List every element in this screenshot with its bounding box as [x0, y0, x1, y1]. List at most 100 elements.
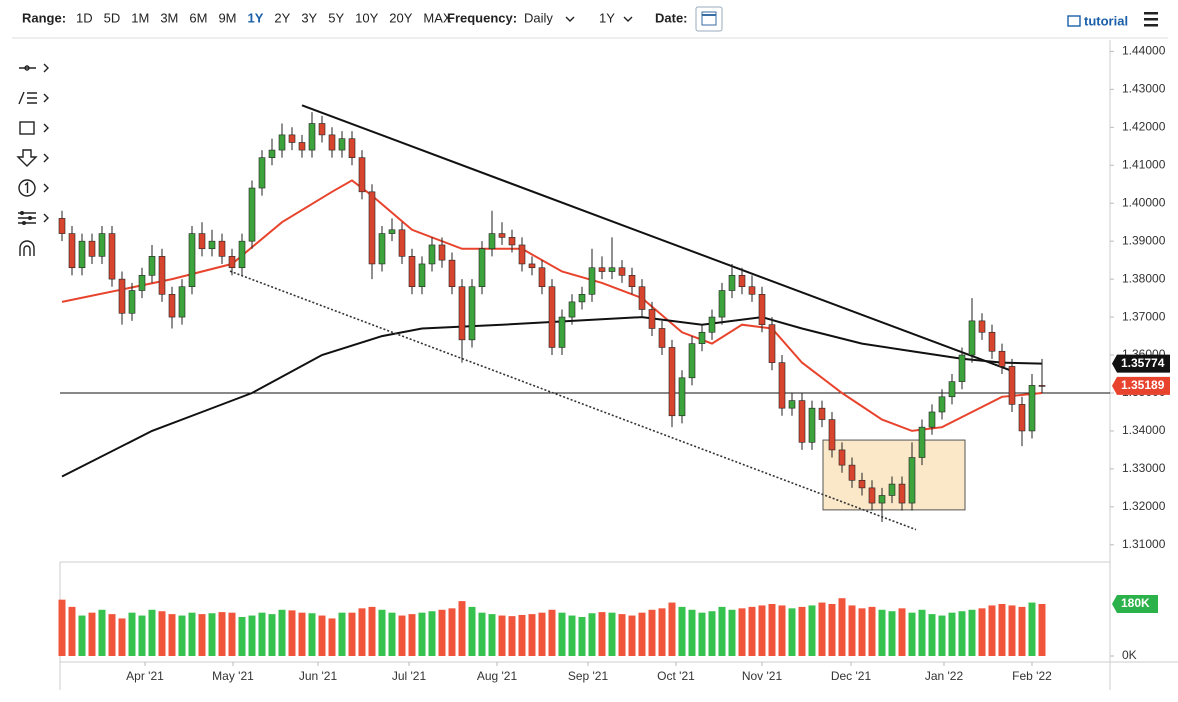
range-button[interactable]: 9M	[218, 10, 236, 25]
candle-body	[128, 290, 136, 314]
range-button[interactable]: 1Y	[248, 10, 264, 25]
tool-icon[interactable]	[19, 121, 35, 135]
range-button[interactable]: 10Y	[355, 10, 378, 25]
volume-bar	[838, 598, 846, 656]
volume-bar	[98, 609, 106, 656]
range-button[interactable]: 1M	[131, 10, 149, 25]
tool-icon[interactable]	[19, 240, 35, 256]
x-tick-label: Jun '21	[299, 669, 338, 683]
settings-tool[interactable]	[18, 211, 49, 225]
candle-body	[798, 400, 806, 443]
fib-tool[interactable]	[18, 91, 49, 105]
candle-body	[648, 309, 656, 329]
candle-body	[788, 400, 796, 409]
tool-icon[interactable]	[28, 216, 32, 220]
period-chevron[interactable]	[623, 16, 633, 22]
candle-body	[978, 320, 986, 333]
range-button[interactable]: 6M	[189, 10, 207, 25]
tool-chevron[interactable]	[43, 213, 49, 223]
calendar-icon[interactable]	[701, 11, 717, 26]
candle-body	[98, 233, 106, 257]
menu-bar[interactable]	[1144, 12, 1158, 15]
tool-icon[interactable]	[20, 211, 24, 215]
range-button[interactable]: 5D	[104, 10, 121, 25]
tool-icon[interactable]	[18, 179, 36, 197]
volume-bar	[958, 611, 966, 656]
volume-bar	[938, 615, 946, 656]
volume-bar	[658, 608, 666, 656]
y-tick-label: 1.41000	[1122, 157, 1166, 171]
candle-body	[538, 267, 546, 288]
candle-body	[778, 362, 786, 409]
tool-chevron[interactable]	[43, 153, 49, 163]
tool-icon[interactable]	[22, 221, 26, 225]
volume-bar	[648, 609, 656, 656]
candle-body	[698, 331, 706, 344]
volume-bar	[848, 605, 856, 656]
volume-bar	[428, 611, 436, 656]
volume-bar	[208, 613, 216, 656]
candle-body	[678, 377, 686, 417]
moving-average	[61, 316, 1043, 478]
candle-body	[998, 350, 1006, 367]
volume-bar	[478, 612, 486, 656]
volume-bar	[988, 605, 996, 656]
volume-bar	[978, 608, 986, 656]
period-dropdown[interactable]: 1Y	[599, 10, 615, 25]
frequency-dropdown[interactable]: Daily	[524, 10, 553, 25]
range-button[interactable]: 3Y	[301, 10, 317, 25]
candle-body	[338, 138, 346, 151]
candle-body	[548, 286, 556, 348]
volume-bar	[138, 615, 146, 656]
volume-bar	[678, 606, 686, 656]
candle-body	[958, 354, 966, 382]
tool-icon[interactable]	[16, 149, 38, 167]
range-button[interactable]: 20Y	[389, 10, 412, 25]
y-tick-label: 1.33000	[1122, 461, 1166, 475]
tool-chevron[interactable]	[43, 63, 49, 73]
volume-bar	[908, 612, 916, 656]
arrow-tool[interactable]	[16, 149, 49, 167]
tool-icon[interactable]	[18, 91, 37, 105]
volume-bar	[298, 612, 306, 656]
x-tick-label: Dec '21	[831, 669, 872, 683]
tool-chevron[interactable]	[43, 93, 49, 103]
range-button[interactable]: MAX	[423, 10, 452, 25]
x-tick-label: Jan '22	[925, 669, 964, 683]
magnet-tool[interactable]	[19, 240, 35, 256]
tool-icon[interactable]	[24, 181, 29, 193]
tutorial-icon[interactable]	[1067, 15, 1081, 27]
menu-button[interactable]	[1144, 12, 1158, 27]
volume-bar	[548, 609, 556, 656]
menu-bar[interactable]	[1144, 24, 1158, 27]
candle-body	[318, 123, 326, 136]
volume-bar	[378, 609, 386, 656]
last-price-badge	[1112, 376, 1170, 395]
tutorial-link[interactable]: tutorial	[1067, 13, 1128, 28]
range-button[interactable]: 3M	[160, 10, 178, 25]
range-button[interactable]: 5Y	[328, 10, 344, 25]
range-button[interactable]: 2Y	[274, 10, 290, 25]
note-tool[interactable]	[18, 179, 49, 197]
calendar-frame[interactable]	[695, 6, 723, 32]
volume-bar	[218, 612, 226, 656]
x-tick-label: Nov '21	[742, 669, 783, 683]
candle-body	[688, 343, 696, 379]
volume-bar	[448, 608, 456, 656]
calendar-button[interactable]	[695, 6, 723, 32]
frequency-chevron[interactable]	[565, 16, 575, 22]
volume-bar	[438, 609, 446, 656]
tool-chevron[interactable]	[43, 183, 49, 193]
volume-bar	[828, 604, 836, 656]
volume-bar	[578, 617, 586, 656]
tool-chevron[interactable]	[43, 123, 49, 133]
volume-label: 180K	[1121, 596, 1150, 610]
tutorial-text[interactable]: tutorial	[1084, 13, 1128, 28]
menu-bar[interactable]	[1144, 18, 1158, 21]
candle-body	[988, 331, 996, 352]
line-tool[interactable]	[19, 63, 49, 73]
tool-icon[interactable]	[24, 65, 30, 71]
volume-bar	[1038, 604, 1046, 656]
range-button[interactable]: 1D	[76, 10, 93, 25]
shape-tool[interactable]	[19, 121, 49, 135]
